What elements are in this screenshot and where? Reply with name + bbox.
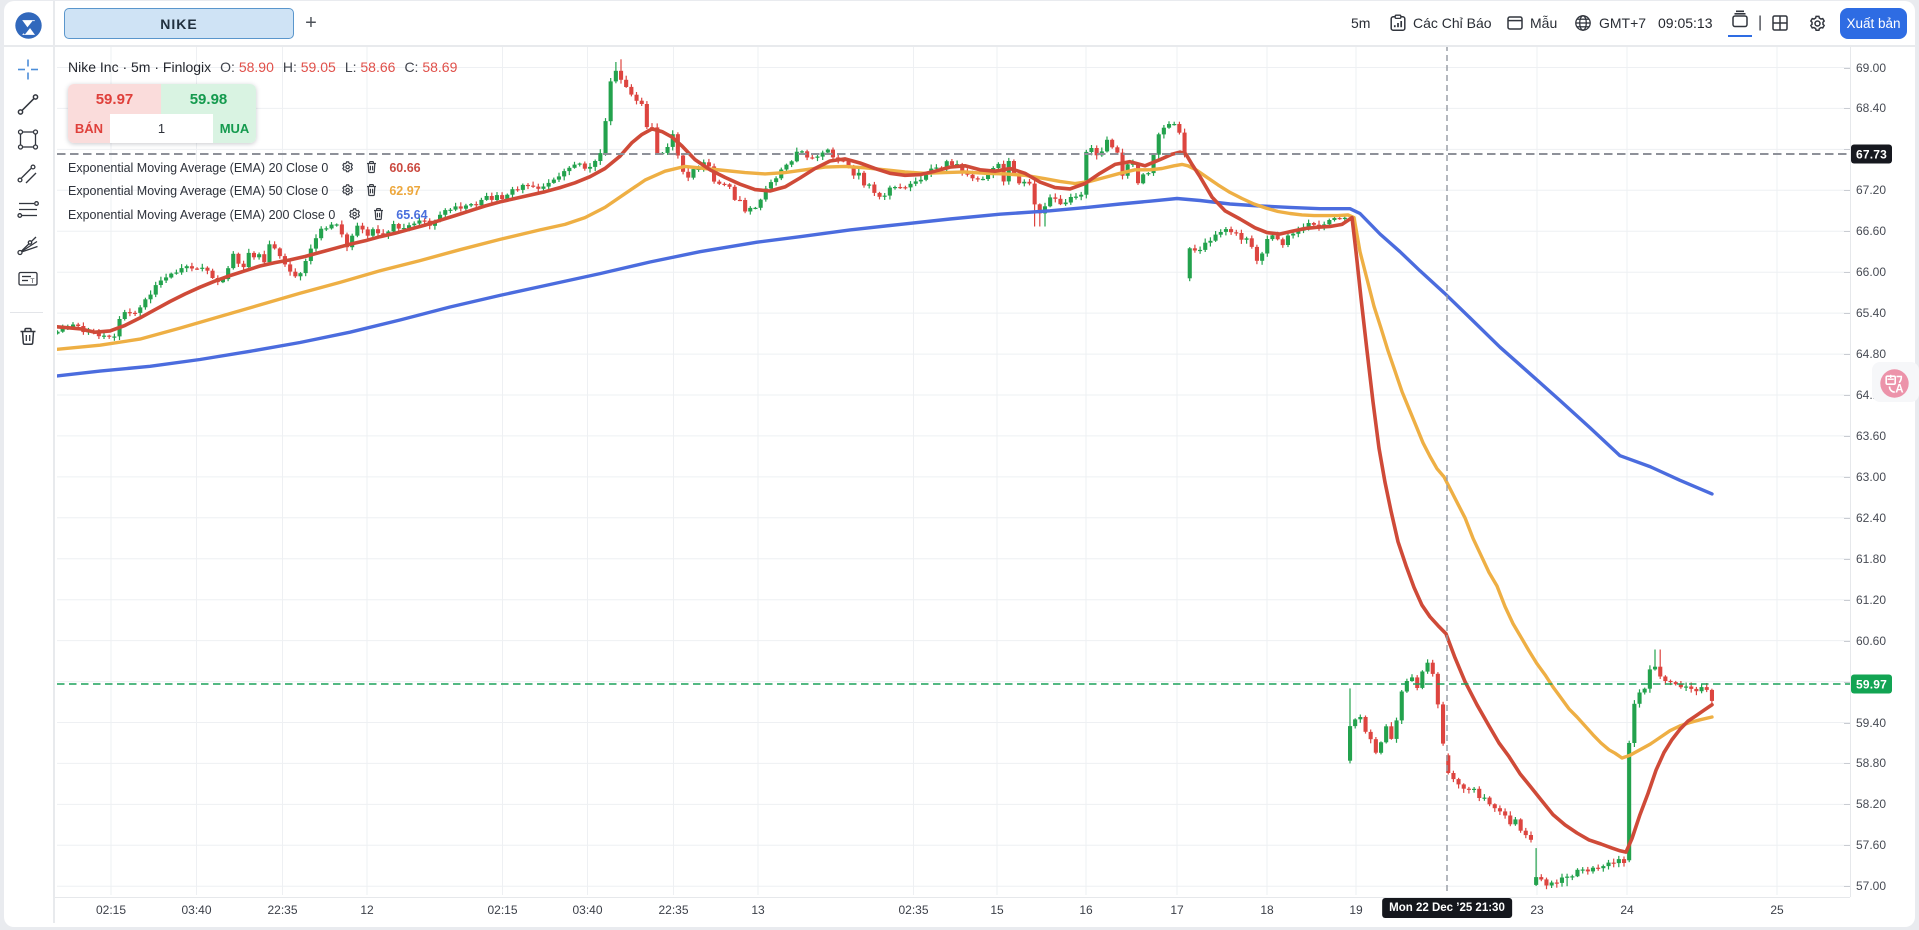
svg-text:T: T <box>31 278 35 285</box>
svg-text:A: A <box>1895 384 1903 396</box>
